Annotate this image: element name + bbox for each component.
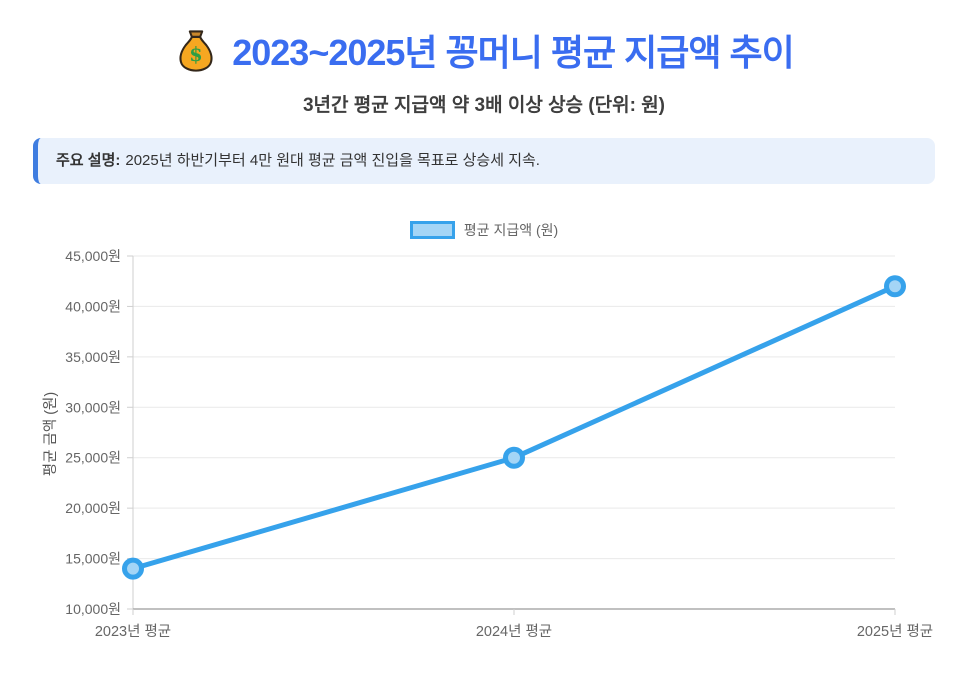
title-row: $ 2023~2025년 꽁머니 평균 지급액 추이 — [0, 24, 968, 76]
x-tick-label: 2023년 평균 — [95, 623, 171, 640]
y-tick-label: 20,000원 — [65, 500, 121, 516]
data-point[interactable] — [122, 557, 144, 580]
y-tick-label: 10,000원 — [65, 601, 121, 617]
line-chart-svg: 평균 금액 (원) 10,000원 15,000원 20,000원 25,000원 30… — [42, 248, 933, 640]
page-header: $ 2023~2025년 꽁머니 평균 지급액 추이 3년간 평균 지급액 약 … — [0, 0, 968, 117]
trend-line — [130, 283, 898, 572]
note-text: 2025년 하반기부터 4만 원대 평균 금액 진입을 목표로 상승세 지속. — [125, 152, 540, 169]
page-title: 2023~2025년 꽁머니 평균 지급액 추이 — [232, 32, 795, 73]
data-point[interactable] — [884, 275, 906, 298]
legend-item-avg-payout[interactable]: 평균 지급액 (원) — [409, 220, 559, 240]
y-axis-title: 평균 금액 (원) — [42, 392, 59, 476]
x-tick-label: 2025년 평균 — [857, 623, 933, 640]
y-tick-label: 30,000원 — [65, 399, 121, 415]
legend-label: 평균 지급액 (원) — [463, 222, 559, 238]
chart-legend: 평균 지급액 (원) — [0, 220, 968, 240]
data-point[interactable] — [503, 446, 525, 469]
y-tick-label: 40,000원 — [65, 298, 121, 314]
legend-swatch — [409, 221, 455, 239]
note-label: 주요 설명: — [56, 152, 121, 169]
y-tick-label: 35,000원 — [65, 349, 121, 365]
money-bag-icon: $ — [179, 30, 213, 72]
page-subtitle: 3년간 평균 지급액 약 3배 이상 상승 (단위: 원) — [302, 95, 666, 116]
svg-text:$: $ — [190, 43, 203, 66]
key-note-box: 주요 설명: 2025년 하반기부터 4만 원대 평균 금액 진입을 목표로 상승… — [33, 138, 935, 184]
y-tick-label: 25,000원 — [65, 450, 121, 466]
y-tick-label: 45,000원 — [65, 248, 121, 264]
y-tick-label: 15,000원 — [65, 551, 121, 567]
x-tick-label: 2024년 평균 — [476, 623, 552, 640]
